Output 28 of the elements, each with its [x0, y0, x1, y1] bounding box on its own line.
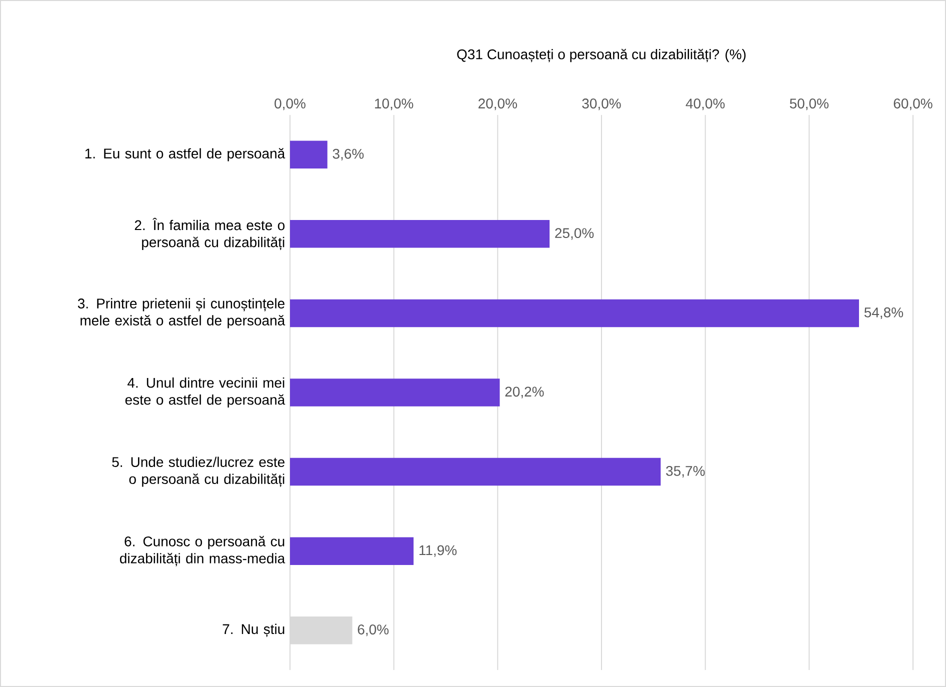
x-tick-label: 10,0% — [375, 98, 414, 110]
y-tick-label: 6. Cunosc o persoană cu dizabilități din mass-media — [120, 536, 286, 566]
data-label: 3,6% — [332, 148, 364, 160]
y-tick-label: 4. Unul dintre vecinii mei este o astfel de persoană — [125, 377, 286, 408]
x-tick-label: 40,0% — [686, 98, 725, 110]
data-label: 25,0% — [555, 228, 594, 240]
bar — [290, 220, 550, 248]
x-tick-label: 30,0% — [582, 98, 621, 110]
y-tick-label: 7. Nu știu — [222, 624, 284, 637]
x-tick-label: 50,0% — [790, 98, 829, 110]
bar — [290, 378, 500, 406]
bar — [290, 537, 414, 565]
y-tick-label: 2. În familia mea este o persoană cu dizabilități — [134, 218, 285, 250]
data-label: 20,2% — [505, 386, 544, 398]
x-tick-label: 60,0% — [894, 98, 932, 110]
y-tick-label: 1. Eu sunt o astfel de persoană — [85, 148, 286, 162]
x-tick-label: 20,0% — [478, 98, 518, 110]
x-tick-label: 0,0% — [274, 98, 306, 110]
y-tick-label: 3. Printre prietenii și cunoștințele mele există o astfel de persoană — [78, 298, 286, 328]
data-label: 35,7% — [666, 466, 705, 478]
data-label: 11,9% — [419, 545, 457, 557]
chart-title: Q31 Cunoașteți o persoană cu dizabilități? (%) — [457, 48, 746, 62]
data-label: 54,8% — [864, 307, 904, 319]
data-label: 6,0% — [358, 624, 389, 636]
bar — [290, 140, 328, 169]
bar — [290, 299, 860, 328]
bar — [290, 458, 661, 486]
y-tick-label: 5. Unde studiez/lucrez este o persoană cu dizabilități — [112, 456, 284, 487]
